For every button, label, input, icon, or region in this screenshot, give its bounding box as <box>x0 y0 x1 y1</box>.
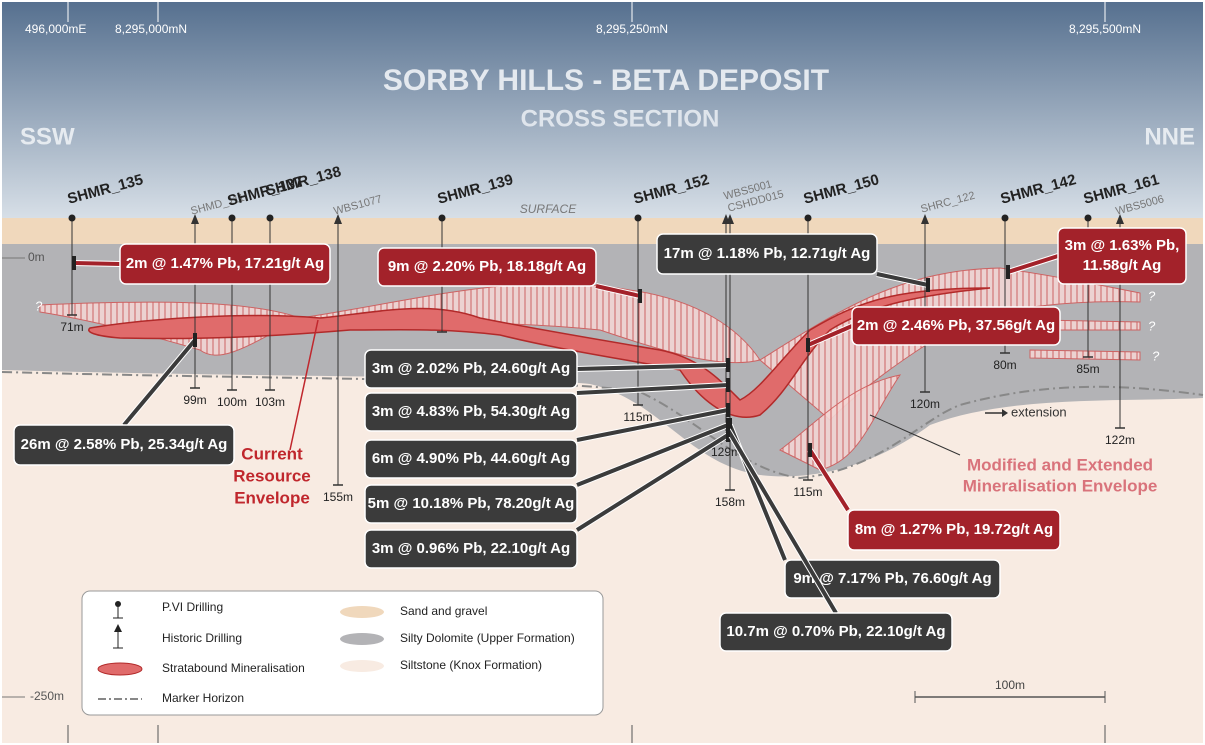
hole-depth: 158m <box>715 495 745 509</box>
intercept-text: 9m @ 2.20% Pb, 18.18g/t Ag <box>388 258 586 275</box>
title: SORBY HILLS - BETA DEPOSIT <box>383 64 829 97</box>
intercept-text: 8m @ 1.27% Pb, 19.72g/t Ag <box>855 521 1053 538</box>
intercept-mark <box>726 358 730 372</box>
question-mark: ? <box>1152 348 1160 363</box>
intercept-mark <box>193 333 197 347</box>
intercept-text: 9m @ 7.17% Pb, 76.60g/t Ag <box>793 570 991 587</box>
intercept-text: 2m @ 1.47% Pb, 17.21g/t Ag <box>126 255 324 272</box>
intercept-mark <box>926 278 930 292</box>
sand <box>2 218 1203 244</box>
intercept-mark <box>726 423 730 437</box>
intercept-text: 17m @ 1.18% Pb, 12.71g/t Ag <box>664 245 871 262</box>
legend-label: Stratabound Mineralisation <box>162 661 305 675</box>
intercept-text: 10.7m @ 0.70% Pb, 22.10g/t Ag <box>726 623 945 640</box>
question-mark: ? <box>1148 318 1156 333</box>
hole-depth: 100m <box>217 395 247 409</box>
annotation-resource: Current <box>241 444 303 463</box>
intercept-text: 6m @ 4.90% Pb, 44.60g/t Ag <box>372 450 570 467</box>
pvi-collar <box>805 215 812 222</box>
hole-depth: 85m <box>1076 362 1099 376</box>
hole-depth: 80m <box>993 358 1016 372</box>
intercept-text: 5m @ 10.18% Pb, 78.20g/t Ag <box>368 495 575 512</box>
surface-label: SURFACE <box>520 202 577 216</box>
question-mark: ? <box>35 298 43 313</box>
depth-label: 0m <box>28 250 45 264</box>
intercept-mark <box>638 289 642 303</box>
depth-label: -250m <box>30 689 64 703</box>
intercept-text: 3m @ 1.63% Pb, <box>1065 237 1180 254</box>
grid-label: 496,000mE <box>25 22 86 36</box>
pvi-collar <box>229 215 236 222</box>
hole-depth: 122m <box>1105 433 1135 447</box>
question-mark: ? <box>1148 288 1156 303</box>
pvi-collar <box>1085 215 1092 222</box>
legend-label: Silty Dolomite (Upper Formation) <box>400 631 575 645</box>
hole-depth: 155m <box>323 490 353 504</box>
leader <box>74 263 120 264</box>
legend-swatch <box>340 633 384 645</box>
pvi-collar <box>439 215 446 222</box>
intercept-mark <box>808 443 812 457</box>
grid-label: 8,295,500mN <box>1069 22 1141 36</box>
pvi-collar <box>635 215 642 222</box>
intercept-text: 3m @ 4.83% Pb, 54.30g/t Ag <box>372 403 570 420</box>
scale-bar-label: 100m <box>995 678 1025 692</box>
grid-label: 8,295,250mN <box>596 22 668 36</box>
annotation-resource: Resource <box>233 466 310 485</box>
annotation-modified: Mineralisation Envelope <box>963 476 1158 495</box>
intercept-mark <box>72 256 76 270</box>
legend-label: Sand and gravel <box>400 604 487 618</box>
legend-swatch <box>340 606 384 618</box>
annotation-resource: Envelope <box>234 488 310 507</box>
legend-ore <box>98 663 142 675</box>
legend-label: P.VI Drilling <box>162 600 223 614</box>
grid-label: 8,295,000mN <box>115 22 187 36</box>
direction: SSW <box>20 123 75 150</box>
subtitle: CROSS SECTION <box>521 105 720 132</box>
direction: NNE <box>1144 123 1195 150</box>
hole-depth: 115m <box>793 485 822 499</box>
intercept-text: 3m @ 2.02% Pb, 24.60g/t Ag <box>372 360 570 377</box>
legend-label: Historic Drilling <box>162 631 242 645</box>
intercept-mark <box>726 403 730 417</box>
intercept-text: 3m @ 0.96% Pb, 22.10g/t Ag <box>372 540 570 557</box>
legend-label: Marker Horizon <box>162 691 244 705</box>
intercept-text: 26m @ 2.58% Pb, 25.34g/t Ag <box>21 436 228 453</box>
hole-depth: 103m <box>255 395 285 409</box>
intercept-text: 11.58g/t Ag <box>1083 257 1162 274</box>
intercept-mark <box>726 378 730 392</box>
legend-swatch <box>340 660 384 672</box>
annotation-extension: extension <box>1011 404 1067 419</box>
hole-depth: 99m <box>183 393 206 407</box>
intercept-mark <box>806 338 810 352</box>
pvi-collar <box>1002 215 1009 222</box>
hole-depth: 71m <box>60 320 83 334</box>
hole-depth: 120m <box>910 397 940 411</box>
legend-label: Siltstone (Knox Formation) <box>400 658 542 672</box>
intercept-text: 2m @ 2.46% Pb, 37.56g/t Ag <box>857 317 1055 334</box>
hole-depth: 115m <box>623 410 652 424</box>
pvi-collar <box>267 215 274 222</box>
annotation-modified: Modified and Extended <box>967 455 1153 474</box>
pvi-collar <box>69 215 76 222</box>
mineralisation-envelope <box>1030 350 1140 360</box>
intercept-mark <box>1006 265 1010 279</box>
cross-section: 496,000mE 8,295,000mN 8,295,250mN 8,295,500… <box>0 0 1205 745</box>
